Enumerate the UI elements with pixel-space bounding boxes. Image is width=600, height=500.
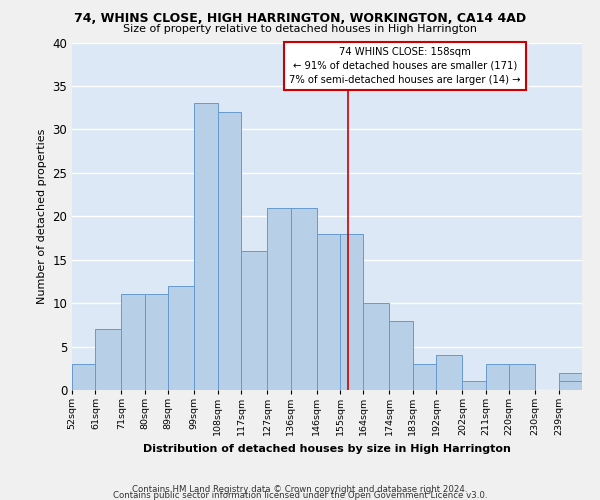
Bar: [389, 320, 413, 390]
Bar: [559, 382, 582, 390]
Text: Contains HM Land Registry data © Crown copyright and database right 2024.: Contains HM Land Registry data © Crown c…: [132, 484, 468, 494]
Bar: [72, 364, 95, 390]
Bar: [509, 364, 535, 390]
Text: 74 WHINS CLOSE: 158sqm
← 91% of detached houses are smaller (171)
7% of semi-det: 74 WHINS CLOSE: 158sqm ← 91% of detached…: [289, 47, 521, 85]
X-axis label: Distribution of detached houses by size in High Harrington: Distribution of detached houses by size …: [143, 444, 511, 454]
Y-axis label: Number of detached properties: Number of detached properties: [37, 128, 47, 304]
Bar: [364, 303, 389, 390]
Bar: [463, 382, 486, 390]
Bar: [340, 234, 364, 390]
Bar: [121, 294, 145, 390]
Bar: [218, 112, 241, 390]
Bar: [267, 208, 290, 390]
Bar: [486, 364, 509, 390]
Bar: [317, 234, 340, 390]
Text: Size of property relative to detached houses in High Harrington: Size of property relative to detached ho…: [123, 24, 477, 34]
Bar: [95, 329, 121, 390]
Text: Contains public sector information licensed under the Open Government Licence v3: Contains public sector information licen…: [113, 490, 487, 500]
Bar: [194, 104, 218, 390]
Bar: [145, 294, 168, 390]
Text: 74, WHINS CLOSE, HIGH HARRINGTON, WORKINGTON, CA14 4AD: 74, WHINS CLOSE, HIGH HARRINGTON, WORKIN…: [74, 12, 526, 26]
Bar: [241, 251, 267, 390]
Bar: [436, 355, 463, 390]
Bar: [413, 364, 436, 390]
Bar: [290, 208, 317, 390]
Bar: [559, 372, 582, 390]
Bar: [168, 286, 194, 390]
